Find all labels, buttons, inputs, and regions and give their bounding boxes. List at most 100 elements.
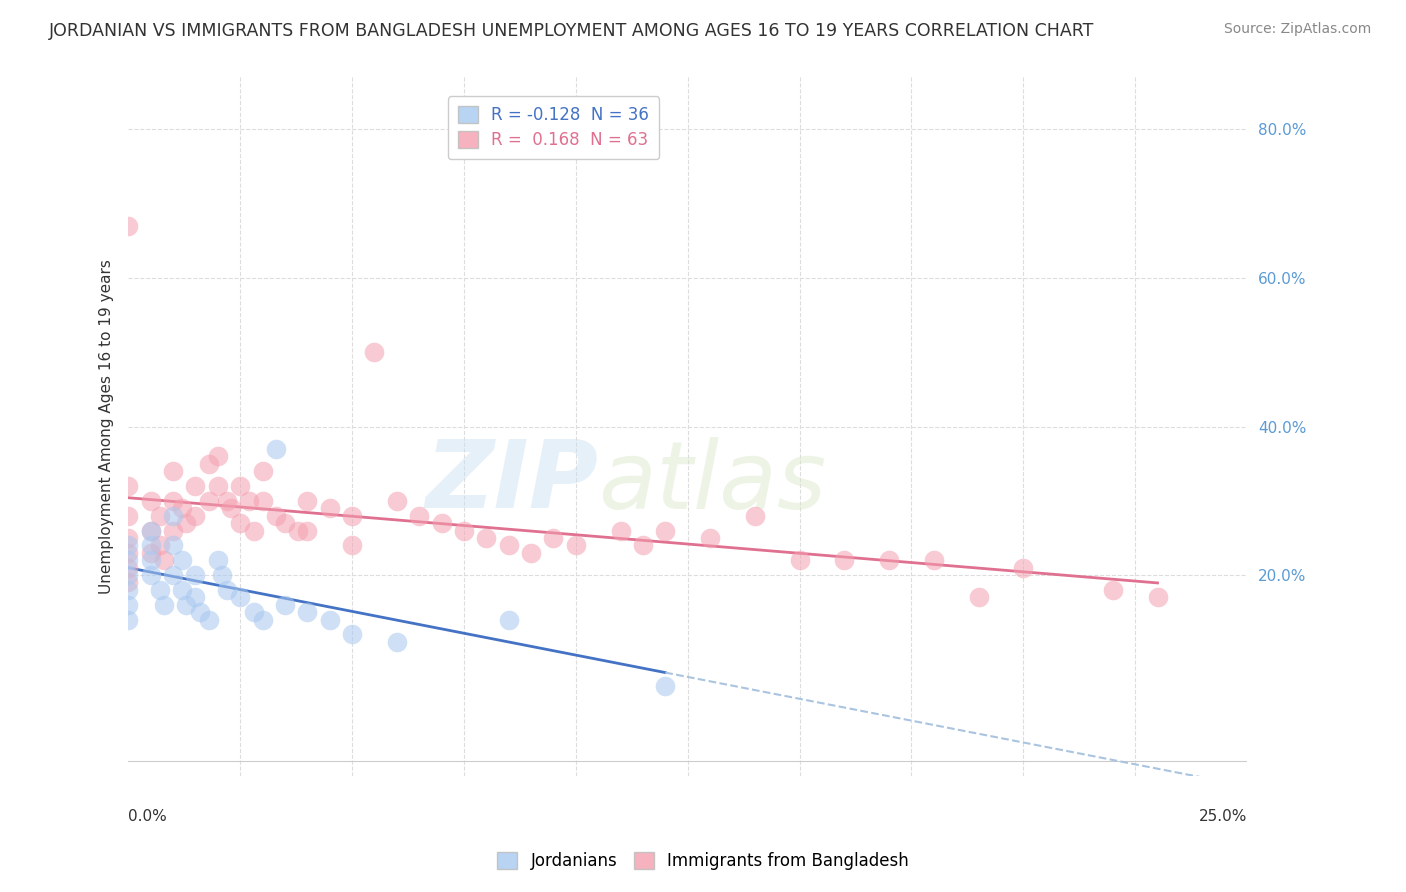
Point — [252, 464, 274, 478]
Point — [219, 501, 242, 516]
Point — [207, 449, 229, 463]
Point — [498, 613, 520, 627]
Text: ZIP: ZIP — [425, 436, 598, 528]
Point — [1101, 582, 1123, 597]
Point — [264, 442, 287, 456]
Point — [385, 493, 408, 508]
Point — [162, 524, 184, 538]
Point — [922, 553, 945, 567]
Point — [631, 538, 654, 552]
Point — [162, 464, 184, 478]
Point — [117, 219, 139, 233]
Point — [363, 345, 385, 359]
Text: 0.0%: 0.0% — [128, 809, 167, 824]
Point — [699, 531, 721, 545]
Point — [162, 508, 184, 523]
Point — [654, 524, 676, 538]
Point — [242, 524, 264, 538]
Point — [139, 524, 162, 538]
Point — [184, 568, 207, 582]
Point — [229, 591, 252, 605]
Point — [1012, 560, 1035, 574]
Point — [170, 553, 193, 567]
Point — [543, 531, 565, 545]
Point — [176, 598, 198, 612]
Point — [117, 560, 139, 574]
Point — [139, 538, 162, 552]
Point — [117, 575, 139, 590]
Legend: Jordanians, Immigrants from Bangladesh: Jordanians, Immigrants from Bangladesh — [491, 845, 915, 877]
Point — [170, 582, 193, 597]
Point — [211, 568, 233, 582]
Point — [340, 627, 363, 641]
Point — [117, 553, 139, 567]
Point — [176, 516, 198, 530]
Legend: R = -0.128  N = 36, R =  0.168  N = 63: R = -0.128 N = 36, R = 0.168 N = 63 — [447, 96, 659, 160]
Point — [318, 613, 340, 627]
Point — [117, 582, 139, 597]
Point — [385, 635, 408, 649]
Point — [207, 553, 229, 567]
Point — [453, 524, 475, 538]
Y-axis label: Unemployment Among Ages 16 to 19 years: Unemployment Among Ages 16 to 19 years — [100, 259, 114, 594]
Point — [117, 508, 139, 523]
Point — [318, 501, 340, 516]
Point — [229, 479, 252, 493]
Point — [148, 582, 170, 597]
Point — [148, 508, 170, 523]
Point — [654, 680, 676, 694]
Point — [139, 553, 162, 567]
Point — [789, 553, 811, 567]
Point — [153, 598, 176, 612]
Point — [877, 553, 900, 567]
Point — [162, 568, 184, 582]
Point — [198, 457, 221, 471]
Point — [252, 613, 274, 627]
Point — [264, 508, 287, 523]
Text: JORDANIAN VS IMMIGRANTS FROM BANGLADESH UNEMPLOYMENT AMONG AGES 16 TO 19 YEARS C: JORDANIAN VS IMMIGRANTS FROM BANGLADESH … — [49, 22, 1095, 40]
Point — [744, 508, 766, 523]
Point — [475, 531, 498, 545]
Point — [117, 598, 139, 612]
Point — [215, 582, 238, 597]
Point — [609, 524, 631, 538]
Point — [162, 538, 184, 552]
Point — [184, 508, 207, 523]
Point — [274, 516, 297, 530]
Point — [188, 605, 211, 619]
Point — [498, 538, 520, 552]
Point — [287, 524, 309, 538]
Point — [297, 524, 319, 538]
Point — [297, 493, 319, 508]
Point — [297, 605, 319, 619]
Point — [832, 553, 855, 567]
Point — [148, 538, 170, 552]
Point — [238, 493, 260, 508]
Point — [117, 546, 139, 560]
Point — [117, 531, 139, 545]
Point — [117, 568, 139, 582]
Point — [408, 508, 430, 523]
Point — [215, 493, 238, 508]
Point — [520, 546, 543, 560]
Point — [198, 493, 221, 508]
Point — [139, 524, 162, 538]
Point — [967, 591, 990, 605]
Point — [139, 568, 162, 582]
Point — [1146, 591, 1168, 605]
Point — [184, 479, 207, 493]
Point — [139, 493, 162, 508]
Point — [170, 501, 193, 516]
Point — [430, 516, 453, 530]
Point — [274, 598, 297, 612]
Point — [184, 591, 207, 605]
Point — [153, 553, 176, 567]
Text: Source: ZipAtlas.com: Source: ZipAtlas.com — [1223, 22, 1371, 37]
Point — [340, 508, 363, 523]
Point — [139, 546, 162, 560]
Point — [117, 479, 139, 493]
Point — [162, 493, 184, 508]
Point — [207, 479, 229, 493]
Text: atlas: atlas — [598, 437, 827, 528]
Point — [242, 605, 264, 619]
